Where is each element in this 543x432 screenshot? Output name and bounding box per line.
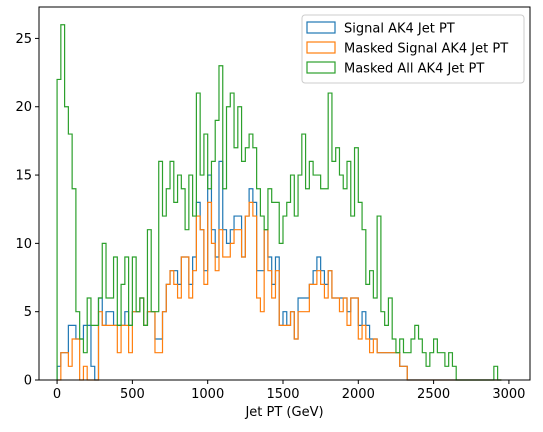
- legend-swatch: [306, 61, 336, 74]
- legend-frame: [301, 14, 525, 84]
- x-tick-label: 500: [120, 387, 145, 402]
- axes-layer: 0 500 1000 1500 2000 2500 3000 0 5 10 15 20 25: [15, 6, 531, 402]
- x-tick-label: 3000: [492, 387, 525, 402]
- legend-label: Masked All AK4 Jet PT: [344, 62, 484, 77]
- legend: Signal AK4 Jet PT Masked Signal AK4 Jet P…: [301, 14, 525, 84]
- y-tick-label: 20: [15, 100, 32, 115]
- x-tick-label: 1000: [191, 387, 224, 402]
- y-tick-label: 25: [15, 32, 32, 47]
- y-tick-label: 0: [24, 374, 32, 389]
- x-tick-label: 2500: [417, 387, 450, 402]
- legend-swatch: [306, 41, 336, 54]
- x-tick-label: 1500: [266, 387, 299, 402]
- x-tick-label: 2000: [342, 387, 375, 402]
- series-layer: [56, 24, 502, 381]
- legend-label: Signal AK4 Jet PT: [344, 22, 455, 37]
- y-tick-label: 10: [15, 237, 32, 252]
- legend-swatch: [306, 21, 336, 34]
- x-tick-label: 0: [53, 387, 61, 402]
- x-axis-label: Jet PT (GeV): [244, 405, 323, 420]
- y-tick-label: 5: [24, 305, 32, 320]
- plot-frame: [38, 6, 531, 381]
- series-2-histogram: [57, 201, 502, 381]
- series-3-histogram: [56, 24, 502, 381]
- legend-label: Masked Signal AK4 Jet PT: [344, 42, 508, 57]
- y-tick-label: 15: [15, 169, 32, 184]
